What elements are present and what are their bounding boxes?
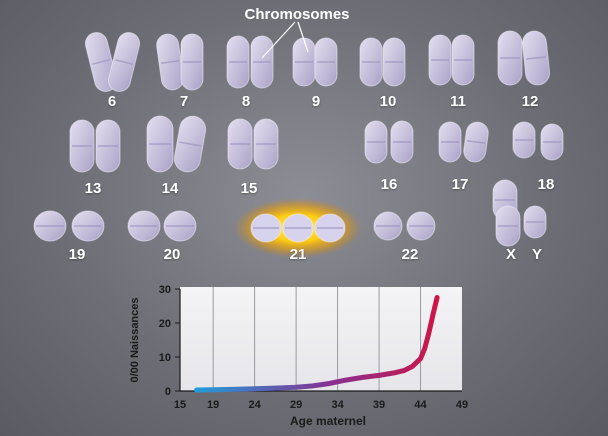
chromosome-pointer-lines <box>261 21 309 59</box>
y-axis-label: 0/00 Naissances <box>129 297 141 382</box>
chromosome-11 <box>428 34 475 86</box>
y-tick-label: 0 <box>165 386 171 398</box>
chromosome-15 <box>227 118 279 170</box>
chromosome-10 <box>359 37 406 87</box>
chromosome-18 <box>512 121 564 161</box>
centromere <box>92 59 110 65</box>
series-line-0 <box>194 295 440 393</box>
y-tick-label: 20 <box>159 318 171 330</box>
chromosome-label-14: 14 <box>161 180 179 197</box>
chromosome-label-y: Y <box>531 246 542 263</box>
x-tick-label: 49 <box>456 399 468 411</box>
x-tick-label: 24 <box>249 399 262 411</box>
x-tick-label: 44 <box>414 399 427 411</box>
chromosome-y <box>523 205 547 239</box>
plot-area <box>180 287 462 391</box>
chromosome-label-17: 17 <box>451 176 469 193</box>
chromosome-14 <box>146 115 207 173</box>
chromosome-label-7: 7 <box>179 93 189 110</box>
y-tick-label: 30 <box>159 284 171 296</box>
chromosome-22 <box>373 211 436 241</box>
chromosome-x <box>492 179 521 247</box>
chromosome-8 <box>226 35 274 89</box>
x-tick-label: 29 <box>290 399 302 411</box>
chromosome-label-x: X <box>505 246 516 263</box>
chromosome-label-13: 13 <box>84 180 102 197</box>
chromosome-16 <box>364 120 414 164</box>
centromere <box>179 141 201 147</box>
chromosome-label-18: 18 <box>537 176 555 193</box>
centromere <box>466 140 486 144</box>
chromosome-label-20: 20 <box>163 246 181 263</box>
chromosome-19 <box>33 210 105 242</box>
diagram-title: Chromosomes <box>244 6 350 23</box>
centromere <box>525 56 547 60</box>
chromosome-9 <box>292 37 338 87</box>
chromosome-7 <box>156 33 204 91</box>
centromere <box>115 59 133 65</box>
chromosome-12 <box>497 30 551 86</box>
x-tick-label: 34 <box>331 399 344 411</box>
chromosome-label-8: 8 <box>241 93 251 110</box>
chromosome-label-9: 9 <box>311 93 321 110</box>
x-tick-label: 15 <box>174 399 186 411</box>
chromosome-6 <box>84 32 141 92</box>
chromosome-label-12: 12 <box>521 93 539 110</box>
chromosome-label-10: 10 <box>379 93 397 110</box>
chromosome-21 <box>250 213 346 243</box>
chromosome-label-6: 6 <box>107 93 117 110</box>
chromosome-17 <box>438 121 489 163</box>
chromosome-label-22: 22 <box>401 246 419 263</box>
chromosome-20 <box>127 210 197 242</box>
x-tick-label: 19 <box>207 399 219 411</box>
x-tick-label: 39 <box>373 399 385 411</box>
centromere <box>160 60 180 64</box>
chromosome-13 <box>69 119 121 173</box>
y-tick-label: 10 <box>159 352 171 364</box>
chromosome-label-16: 16 <box>380 176 398 193</box>
chromosome-label-19: 19 <box>68 246 86 263</box>
chromosome-label-11: 11 <box>450 93 466 110</box>
chromosome-label-21: 21 <box>289 246 307 263</box>
chromosome-label-15: 15 <box>240 180 258 197</box>
x-axis-label: Age maternel <box>290 414 366 428</box>
